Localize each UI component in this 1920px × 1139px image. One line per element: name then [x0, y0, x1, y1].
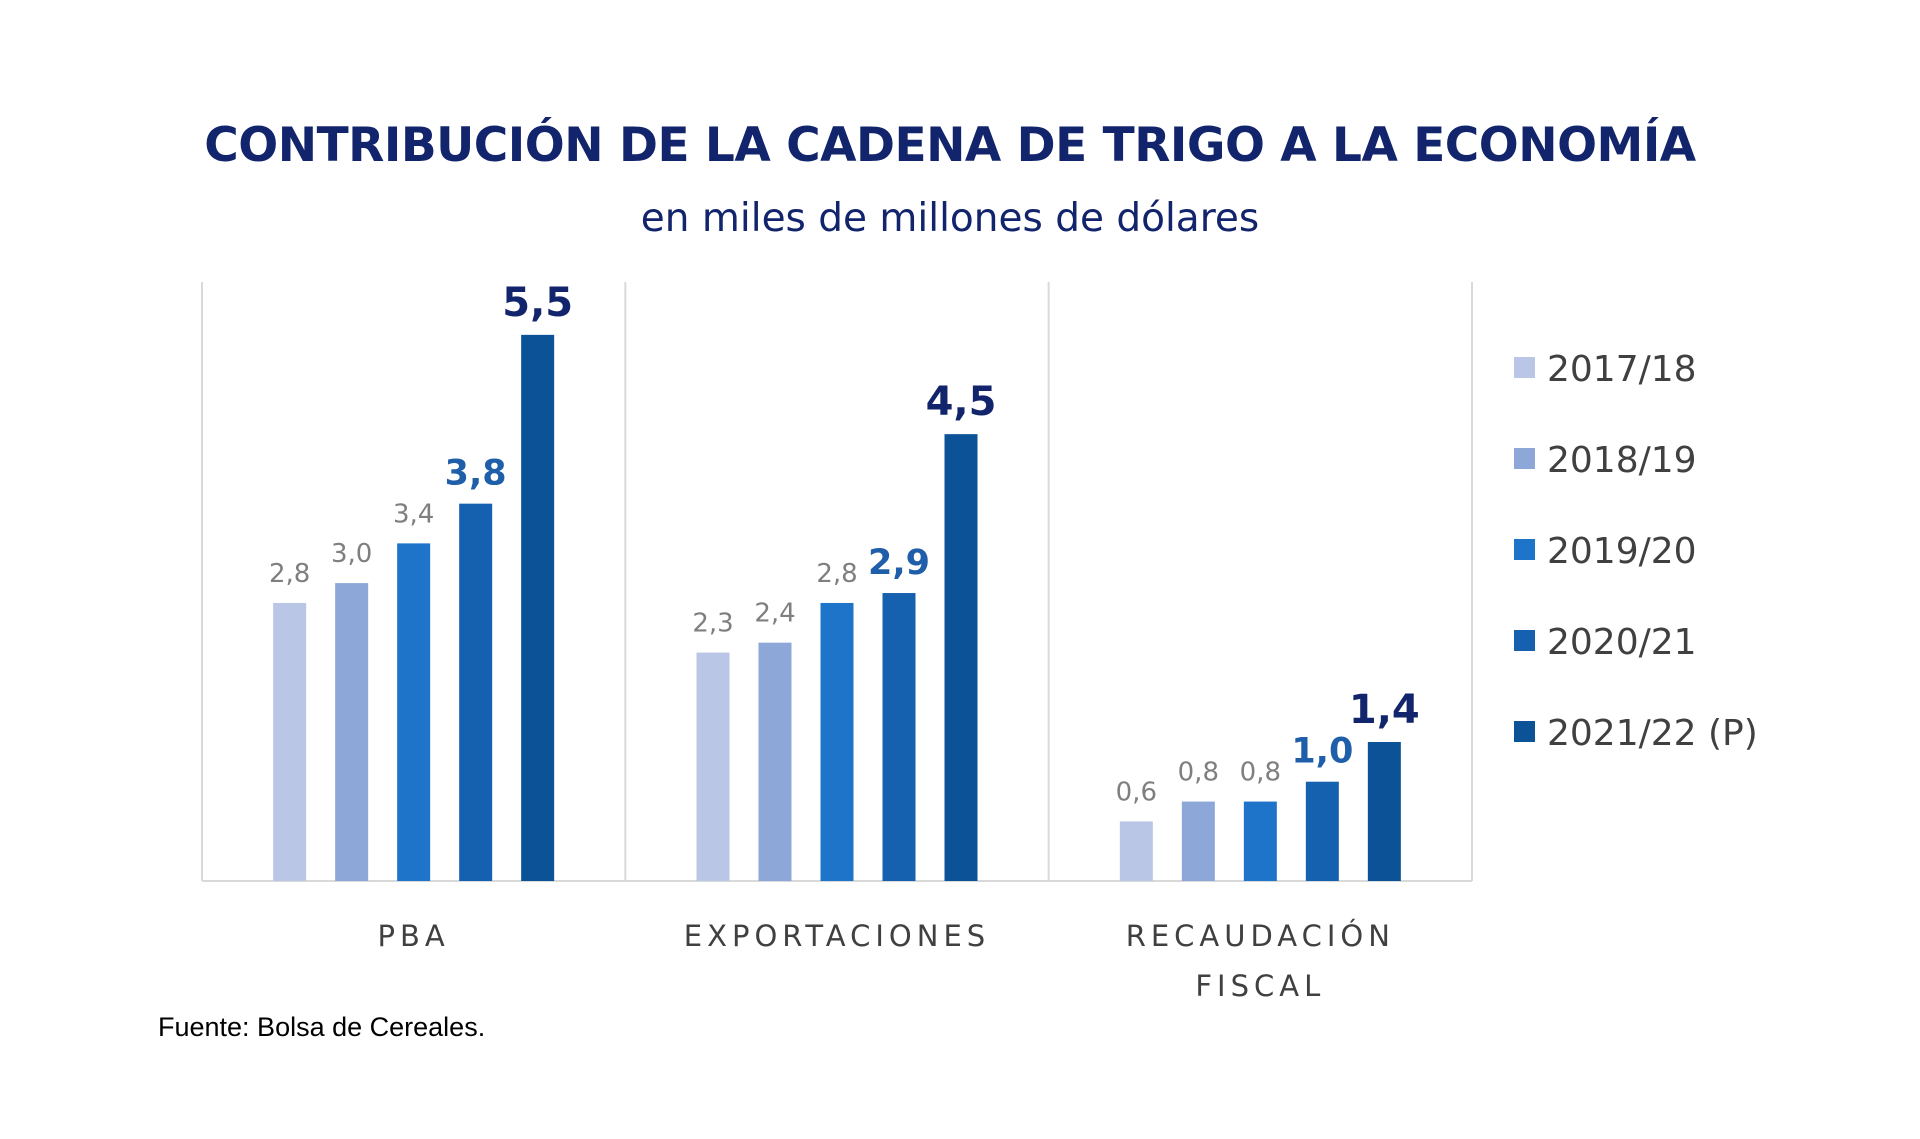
data-label: 3,8 — [445, 454, 507, 494]
legend-label: 2019/20 — [1547, 531, 1697, 572]
data-label: 0,8 — [1178, 758, 1219, 788]
bar — [273, 602, 307, 881]
bar — [944, 434, 978, 881]
chart-title: CONTRIBUCIÓN DE LA CADENA DE TRIGO A LA … — [204, 118, 1696, 173]
legend-swatch — [1514, 448, 1535, 469]
data-label: 2,3 — [692, 609, 733, 639]
data-label: 2,8 — [269, 559, 310, 589]
bar — [1243, 801, 1277, 881]
bar — [459, 503, 493, 881]
category-tick-label: PBA — [378, 919, 450, 953]
data-label: 2,9 — [868, 543, 930, 583]
bar — [521, 334, 555, 882]
bar — [335, 583, 369, 881]
data-label: 2,8 — [816, 559, 857, 589]
data-label: 3,4 — [393, 499, 434, 529]
legend-label: 2018/19 — [1547, 440, 1697, 481]
data-label: 0,6 — [1116, 777, 1157, 807]
legend-label: 2020/21 — [1547, 622, 1697, 663]
data-label: 5,5 — [502, 280, 573, 326]
bar — [1305, 781, 1339, 881]
bars — [273, 334, 1401, 882]
bar — [1181, 801, 1215, 881]
bar — [820, 602, 854, 881]
legend-swatch — [1514, 721, 1535, 742]
category-tick-label: RECAUDACIÓN — [1126, 919, 1395, 953]
data-label: 1,0 — [1291, 732, 1353, 772]
data-label: 4,5 — [926, 379, 997, 425]
legend-swatch — [1514, 630, 1535, 651]
data-label: 0,8 — [1240, 758, 1281, 788]
bar — [758, 642, 792, 881]
value-labels: 2,8 3,0 3,4 3,8 5,5 2,3 2,4 2,8 2,9 4,5 0,6 0,8 0,8 1… — [269, 280, 1420, 808]
data-label: 2,4 — [754, 599, 795, 629]
legend-swatch — [1514, 539, 1535, 560]
category-labels: PBA EXPORTACIONES RECAUDACIÓN FISCAL — [378, 919, 1395, 1003]
category-tick-label: EXPORTACIONES — [684, 919, 990, 953]
data-label: 1,4 — [1349, 687, 1420, 733]
bar — [1119, 821, 1153, 881]
bar — [1367, 741, 1401, 881]
bar — [397, 543, 431, 881]
bar — [882, 593, 916, 881]
chart-source: Fuente: Bolsa de Cereales. — [158, 1012, 486, 1042]
legend-swatch — [1514, 357, 1535, 378]
chart-subtitle: en miles de millones de dólares — [640, 196, 1260, 241]
bar — [696, 652, 730, 881]
legend: 2017/18 2018/19 2019/20 2020/21 2021/22 (P) — [1514, 349, 1758, 754]
legend-label: 2021/22 (P) — [1547, 713, 1758, 754]
legend-label: 2017/18 — [1547, 349, 1697, 390]
data-label: 3,0 — [331, 539, 372, 569]
category-tick-label: FISCAL — [1195, 969, 1325, 1003]
